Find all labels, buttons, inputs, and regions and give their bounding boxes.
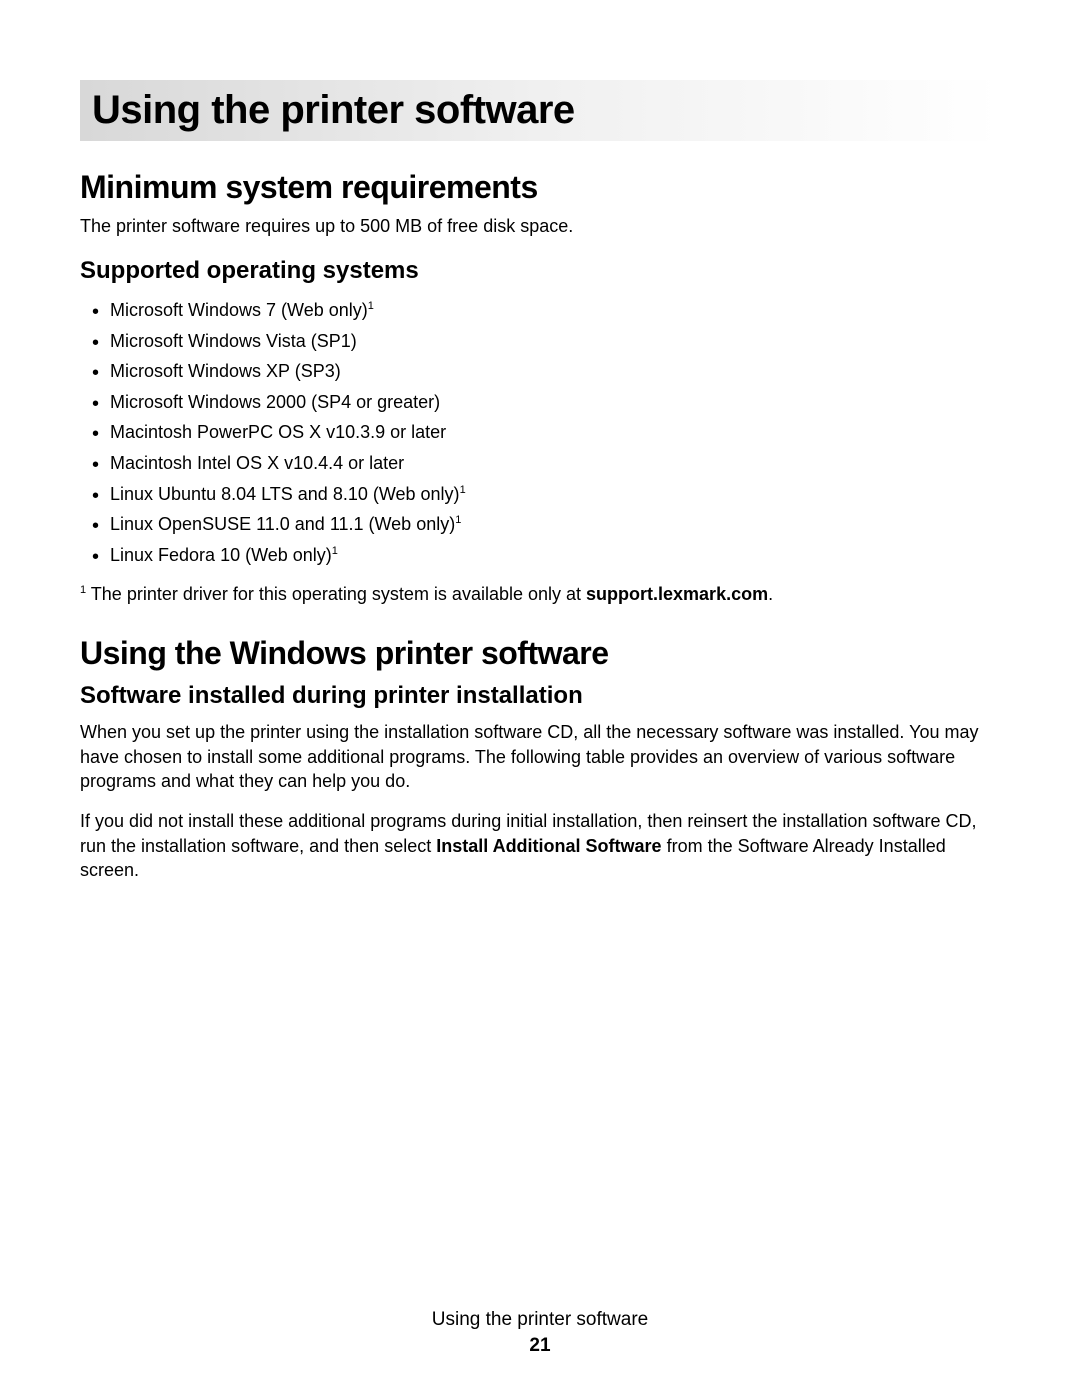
section-windows-software: Using the Windows printer software Softw… bbox=[80, 635, 1000, 882]
list-item: Linux Fedora 10 (Web only)1 bbox=[80, 540, 1000, 571]
list-item-sup: 1 bbox=[460, 484, 466, 496]
footnote-bold: support.lexmark.com bbox=[586, 584, 768, 604]
para2-bold: Install Additional Software bbox=[436, 836, 661, 856]
list-item-text: Microsoft Windows Vista (SP1) bbox=[110, 331, 357, 351]
list-item: Linux Ubuntu 8.04 LTS and 8.10 (Web only… bbox=[80, 479, 1000, 510]
footnote: 1 The printer driver for this operating … bbox=[80, 584, 1000, 605]
footnote-text-after: . bbox=[768, 584, 773, 604]
list-item-text: Microsoft Windows XP (SP3) bbox=[110, 361, 341, 381]
list-item-text: Linux OpenSUSE 11.0 and 11.1 (Web only) bbox=[110, 514, 455, 534]
list-item-sup: 1 bbox=[368, 300, 374, 312]
list-item: Macintosh Intel OS X v10.4.4 or later bbox=[80, 448, 1000, 479]
subsection-title-os: Supported operating systems bbox=[80, 257, 1000, 285]
chapter-title: Using the printer software bbox=[80, 80, 1000, 141]
list-item: Linux OpenSUSE 11.0 and 11.1 (Web only)1 bbox=[80, 509, 1000, 540]
page-number: 21 bbox=[0, 1335, 1080, 1357]
list-item: Microsoft Windows 2000 (SP4 or greater) bbox=[80, 387, 1000, 418]
footnote-text-before: The printer driver for this operating sy… bbox=[86, 584, 586, 604]
list-item-text: Microsoft Windows 2000 (SP4 or greater) bbox=[110, 392, 440, 412]
section-title-requirements: Minimum system requirements bbox=[80, 169, 1000, 206]
subsection-title-installed: Software installed during printer instal… bbox=[80, 682, 1000, 710]
os-list: Microsoft Windows 7 (Web only)1Microsoft… bbox=[80, 295, 1000, 570]
list-item-sup: 1 bbox=[332, 545, 338, 557]
list-item: Microsoft Windows 7 (Web only)1 bbox=[80, 295, 1000, 326]
list-item-text: Macintosh PowerPC OS X v10.3.9 or later bbox=[110, 422, 446, 442]
document-page: Using the printer software Minimum syste… bbox=[0, 0, 1080, 882]
page-footer: Using the printer software 21 bbox=[0, 1309, 1080, 1357]
section-title-windows: Using the Windows printer software bbox=[80, 635, 1000, 672]
body-para2: If you did not install these additional … bbox=[80, 809, 1000, 882]
list-item: Macintosh PowerPC OS X v10.3.9 or later bbox=[80, 417, 1000, 448]
list-item-text: Microsoft Windows 7 (Web only) bbox=[110, 300, 368, 320]
list-item: Microsoft Windows Vista (SP1) bbox=[80, 326, 1000, 357]
list-item: Microsoft Windows XP (SP3) bbox=[80, 356, 1000, 387]
list-item-text: Macintosh Intel OS X v10.4.4 or later bbox=[110, 453, 404, 473]
list-item-sup: 1 bbox=[455, 514, 461, 526]
footer-title: Using the printer software bbox=[0, 1309, 1080, 1331]
body-para1: When you set up the printer using the in… bbox=[80, 720, 1000, 793]
list-item-text: Linux Ubuntu 8.04 LTS and 8.10 (Web only… bbox=[110, 484, 460, 504]
intro-text: The printer software requires up to 500 … bbox=[80, 216, 1000, 237]
list-item-text: Linux Fedora 10 (Web only) bbox=[110, 545, 332, 565]
